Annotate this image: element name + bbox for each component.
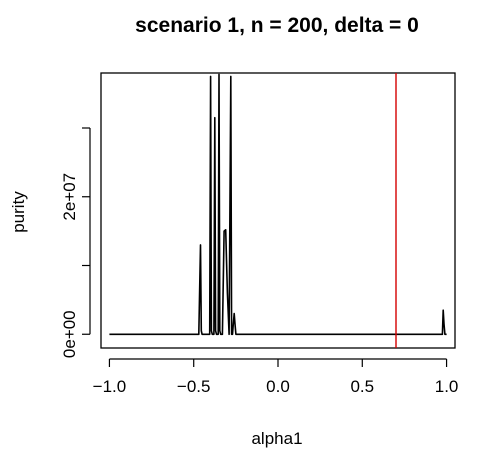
- y-axis: 0e+00 2e+07: [60, 127, 91, 358]
- x-axis: −1.0 −0.5 0.0 0.5 1.0: [93, 358, 459, 396]
- y-tick-label: 0e+00: [60, 310, 79, 358]
- x-tick-label: −1.0: [93, 377, 127, 396]
- series-line: [109, 73, 447, 336]
- y-axis-label: purity: [9, 191, 28, 233]
- x-tick-label: −0.5: [177, 377, 211, 396]
- plot-content: [109, 73, 447, 348]
- x-tick-label: 0.5: [350, 377, 374, 396]
- x-axis-label: alpha1: [251, 429, 302, 448]
- y-tick-label: 2e+07: [60, 173, 79, 221]
- x-tick-label: 0.0: [266, 377, 290, 396]
- plot-frame: [100, 72, 456, 349]
- chart-title: scenario 1, n = 200, delta = 0: [135, 14, 419, 37]
- x-tick-label: 1.0: [435, 377, 459, 396]
